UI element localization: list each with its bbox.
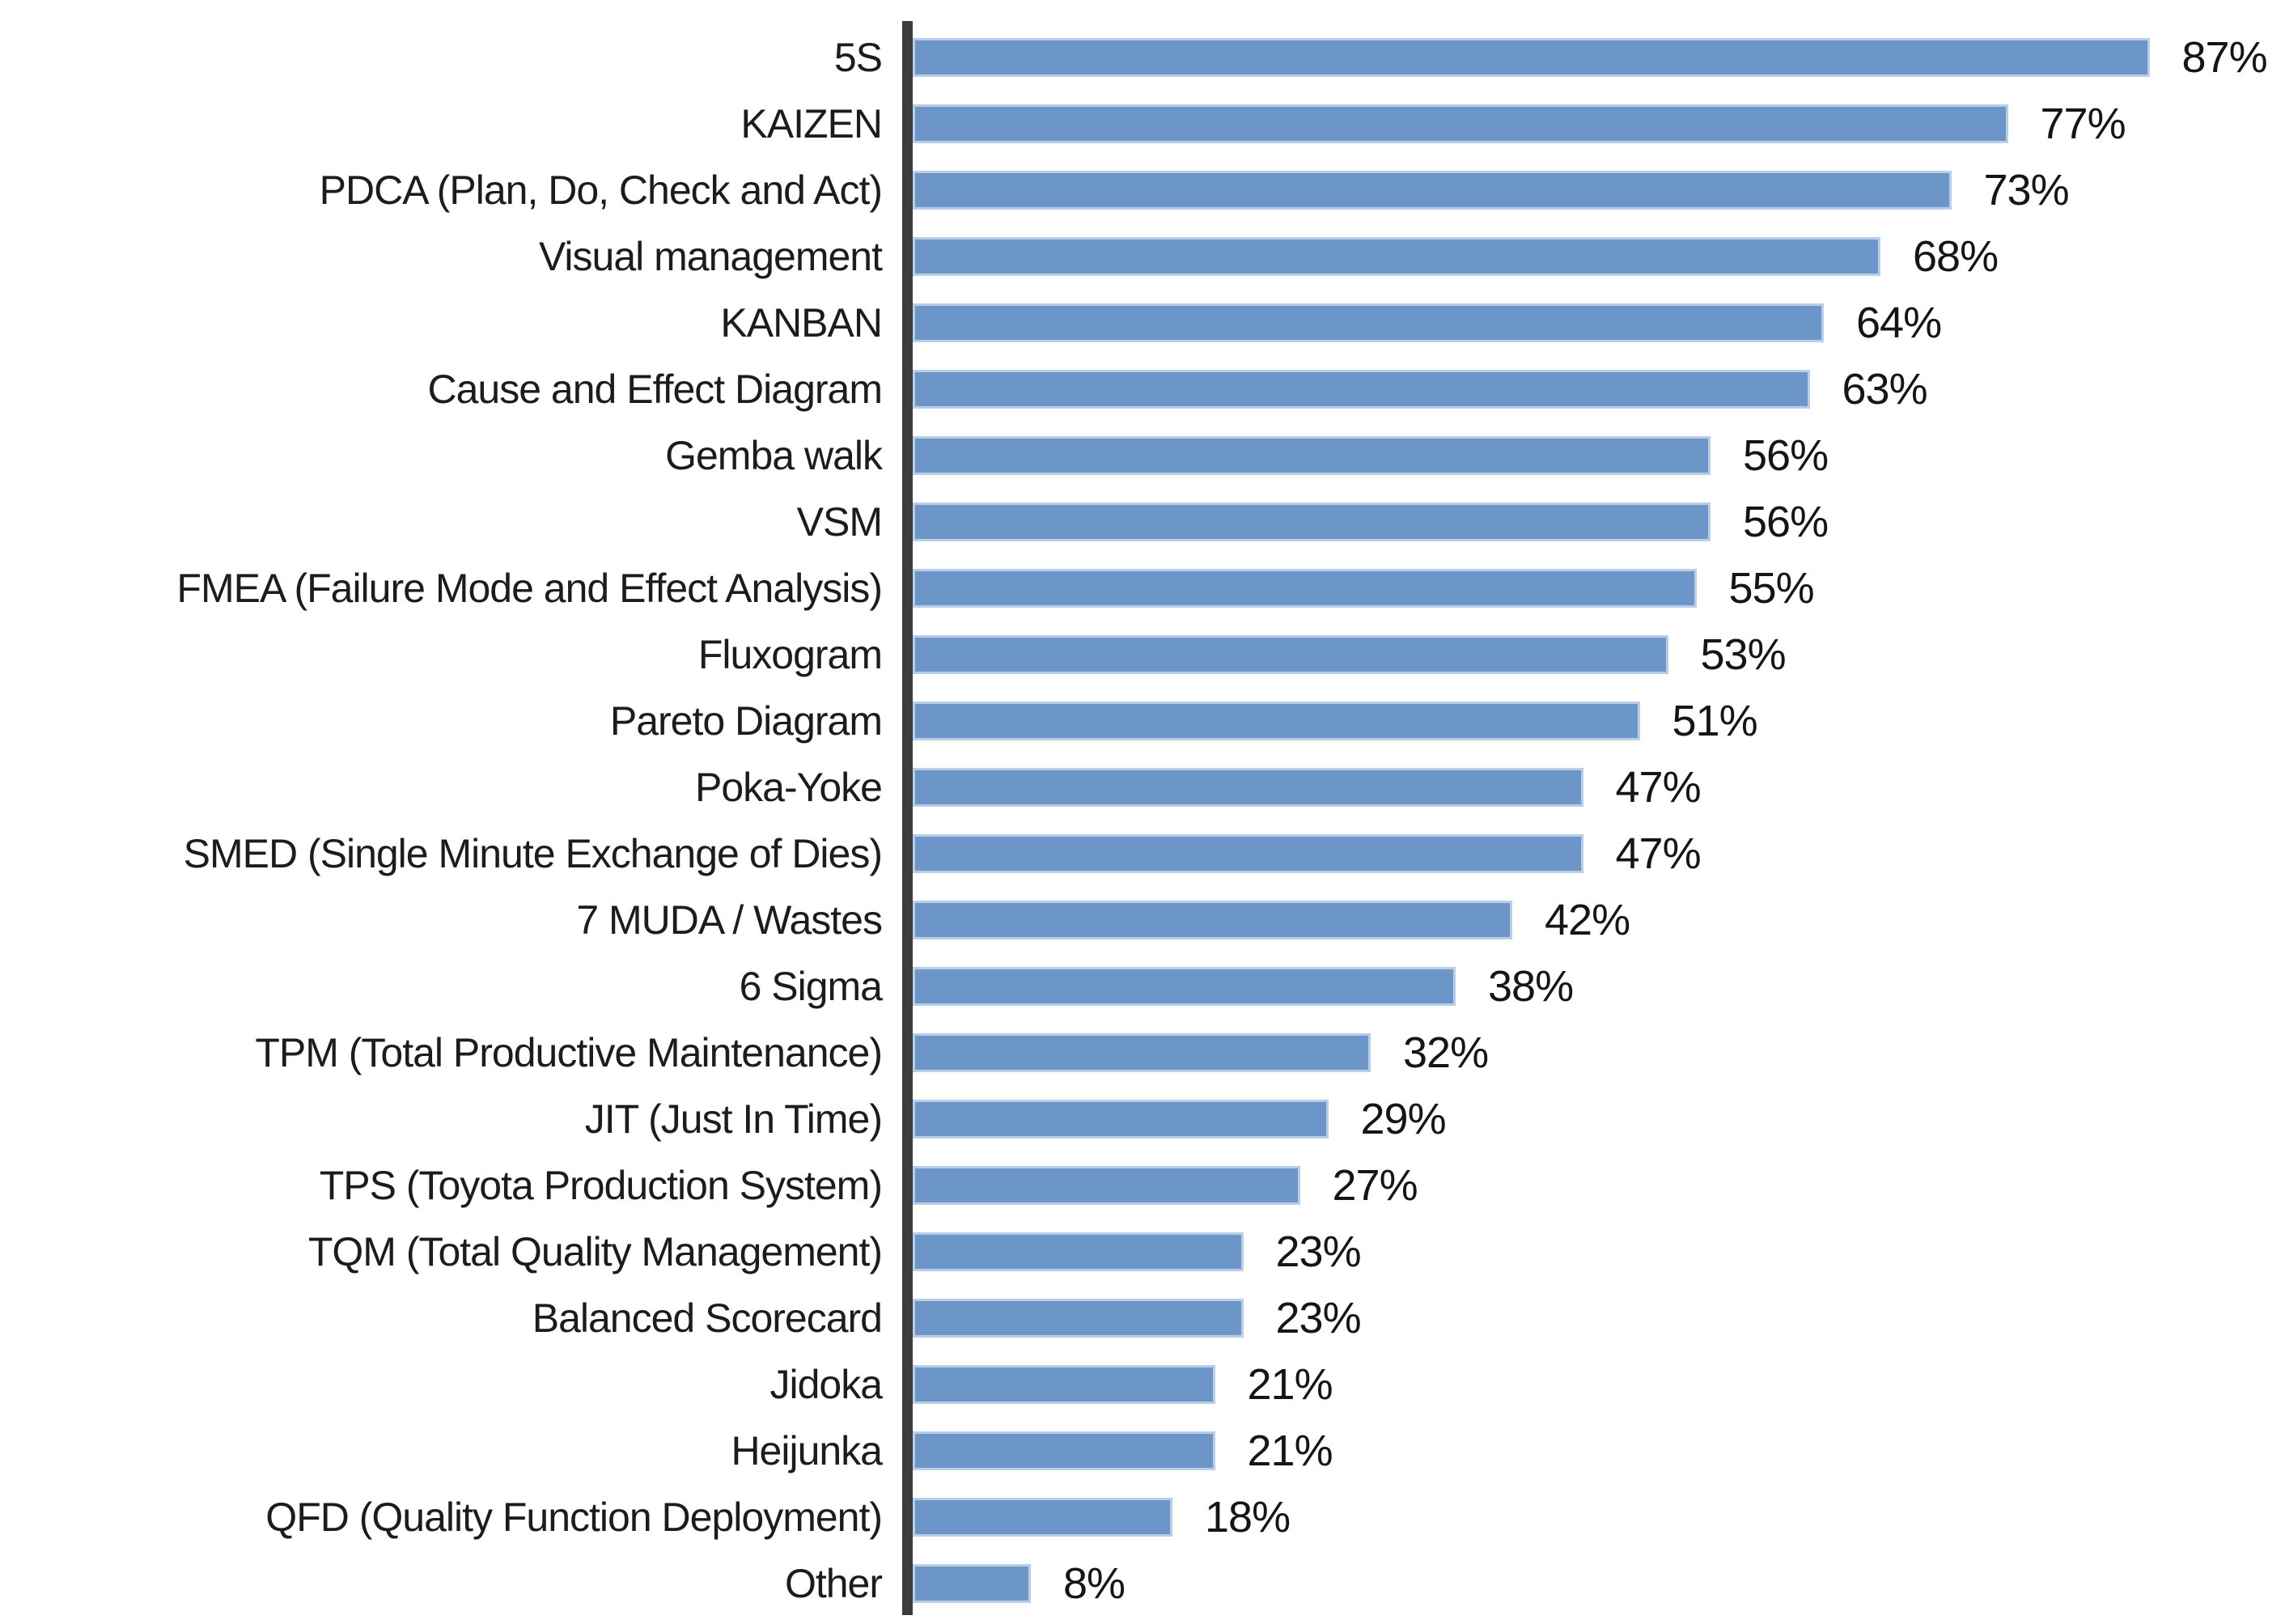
value-label: 56% <box>1743 431 1829 480</box>
category-label: JIT (Just In Time) <box>584 1096 883 1142</box>
bar-row: TPM (Total Productive Maintenance) 32% <box>0 1020 2285 1086</box>
bar-row: 5S 87% <box>0 24 2285 91</box>
category-label: PDCA (Plan, Do, Check and Act) <box>319 167 883 213</box>
value-label: 55% <box>1728 564 1815 613</box>
bar-row: Gemba walk 56% <box>0 422 2285 489</box>
bar <box>913 1166 1300 1205</box>
category-label: QFD (Quality Function Deployment) <box>265 1495 883 1540</box>
category-label: Gemba walk <box>665 433 883 478</box>
category-label: 7 MUDA / Wastes <box>576 897 883 943</box>
bar <box>913 901 1512 939</box>
value-label: 64% <box>1856 299 1942 347</box>
category-label: 5S <box>833 35 883 80</box>
bar-row: Cause and Effect Diagram 63% <box>0 356 2285 422</box>
category-label: Jidoka <box>769 1362 883 1407</box>
category-label: FMEA (Failure Mode and Effect Analysis) <box>176 566 883 611</box>
category-label: Pareto Diagram <box>609 698 883 744</box>
bar-row: Pareto Diagram 51% <box>0 688 2285 754</box>
bar-row: VSM 56% <box>0 489 2285 555</box>
bar <box>913 370 1810 409</box>
value-label: 21% <box>1247 1427 1333 1475</box>
category-label: Cause and Effect Diagram <box>427 367 884 412</box>
bar-row: Other 8% <box>0 1550 2285 1617</box>
category-label: TPS (Toyota Production System) <box>319 1163 883 1208</box>
value-label: 21% <box>1247 1360 1333 1409</box>
category-label: Poka-Yoke <box>695 765 883 810</box>
category-label: Balanced Scorecard <box>532 1295 883 1341</box>
value-label: 53% <box>1700 630 1787 679</box>
category-label: Other <box>784 1561 883 1606</box>
bar-row: KANBAN 64% <box>0 290 2285 356</box>
bar-row: Balanced Scorecard 23% <box>0 1285 2285 1351</box>
value-label: 73% <box>1983 166 2070 214</box>
bar-row: PDCA (Plan, Do, Check and Act) 73% <box>0 157 2285 223</box>
category-label: KAIZEN <box>740 101 883 146</box>
value-label: 18% <box>1205 1493 1291 1541</box>
category-label: 6 Sigma <box>739 964 883 1009</box>
value-label: 23% <box>1275 1294 1362 1342</box>
bar <box>913 303 1824 342</box>
category-label: TPM (Total Productive Maintenance) <box>255 1030 883 1075</box>
category-label: KANBAN <box>720 300 883 346</box>
bar-rows-container: 5S 87% KAIZEN 77% PDCA (Plan, Do, Check … <box>0 24 2285 1617</box>
value-label: 23% <box>1275 1228 1362 1276</box>
bar-row: Fluxogram 53% <box>0 621 2285 688</box>
bar-row: 7 MUDA / Wastes 42% <box>0 887 2285 953</box>
bar-row: TQM (Total Quality Management) 23% <box>0 1219 2285 1285</box>
bar-row: 6 Sigma 38% <box>0 953 2285 1020</box>
bar-row: JIT (Just In Time) 29% <box>0 1086 2285 1152</box>
bar-row: KAIZEN 77% <box>0 91 2285 157</box>
bar <box>913 569 1697 608</box>
value-label: 47% <box>1615 829 1702 878</box>
value-label: 56% <box>1743 498 1829 546</box>
category-label: Heijunka <box>731 1428 883 1473</box>
bar <box>913 171 1952 210</box>
bar <box>913 1498 1172 1537</box>
bar <box>913 967 1456 1006</box>
value-label: 38% <box>1488 962 1574 1011</box>
bar-row: Jidoka 21% <box>0 1351 2285 1418</box>
bar <box>913 436 1711 475</box>
bar <box>913 635 1668 674</box>
value-label: 51% <box>1672 697 1758 745</box>
bar <box>913 1299 1244 1338</box>
value-label: 29% <box>1360 1095 1447 1143</box>
bar-row: QFD (Quality Function Deployment) 18% <box>0 1484 2285 1550</box>
value-label: 32% <box>1403 1028 1489 1077</box>
category-label: SMED (Single Minute Exchange of Dies) <box>183 831 883 876</box>
bar <box>913 502 1711 541</box>
bar-row: SMED (Single Minute Exchange of Dies) 47… <box>0 820 2285 887</box>
value-label: 87% <box>2181 33 2268 82</box>
value-label: 77% <box>2040 100 2126 148</box>
bar-row: TPS (Toyota Production System) 27% <box>0 1152 2285 1219</box>
bar <box>913 1431 1215 1470</box>
bar <box>913 834 1583 873</box>
category-label: TQM (Total Quality Management) <box>307 1229 883 1274</box>
value-label: 63% <box>1842 365 1928 413</box>
bar-row: FMEA (Failure Mode and Effect Analysis) … <box>0 555 2285 621</box>
bar <box>913 237 1880 276</box>
bar-row: Heijunka 21% <box>0 1418 2285 1484</box>
bar <box>913 1100 1329 1138</box>
value-label: 68% <box>1913 232 1999 281</box>
bar-row: Poka-Yoke 47% <box>0 754 2285 820</box>
value-label: 8% <box>1063 1559 1126 1608</box>
bar <box>913 38 2150 77</box>
value-label: 47% <box>1615 763 1702 812</box>
category-label: Visual management <box>538 234 883 279</box>
bar <box>913 702 1640 740</box>
value-label: 27% <box>1332 1161 1418 1210</box>
bar <box>913 768 1583 807</box>
bar <box>913 1033 1371 1072</box>
bar-row: Visual management 68% <box>0 223 2285 290</box>
category-label: VSM <box>796 499 883 545</box>
bar <box>913 1365 1215 1404</box>
bar <box>913 1232 1244 1271</box>
category-axis-line <box>902 21 913 1615</box>
bar <box>913 104 2008 143</box>
category-label: Fluxogram <box>697 632 883 677</box>
bar <box>913 1564 1031 1603</box>
value-label: 42% <box>1545 896 1630 944</box>
